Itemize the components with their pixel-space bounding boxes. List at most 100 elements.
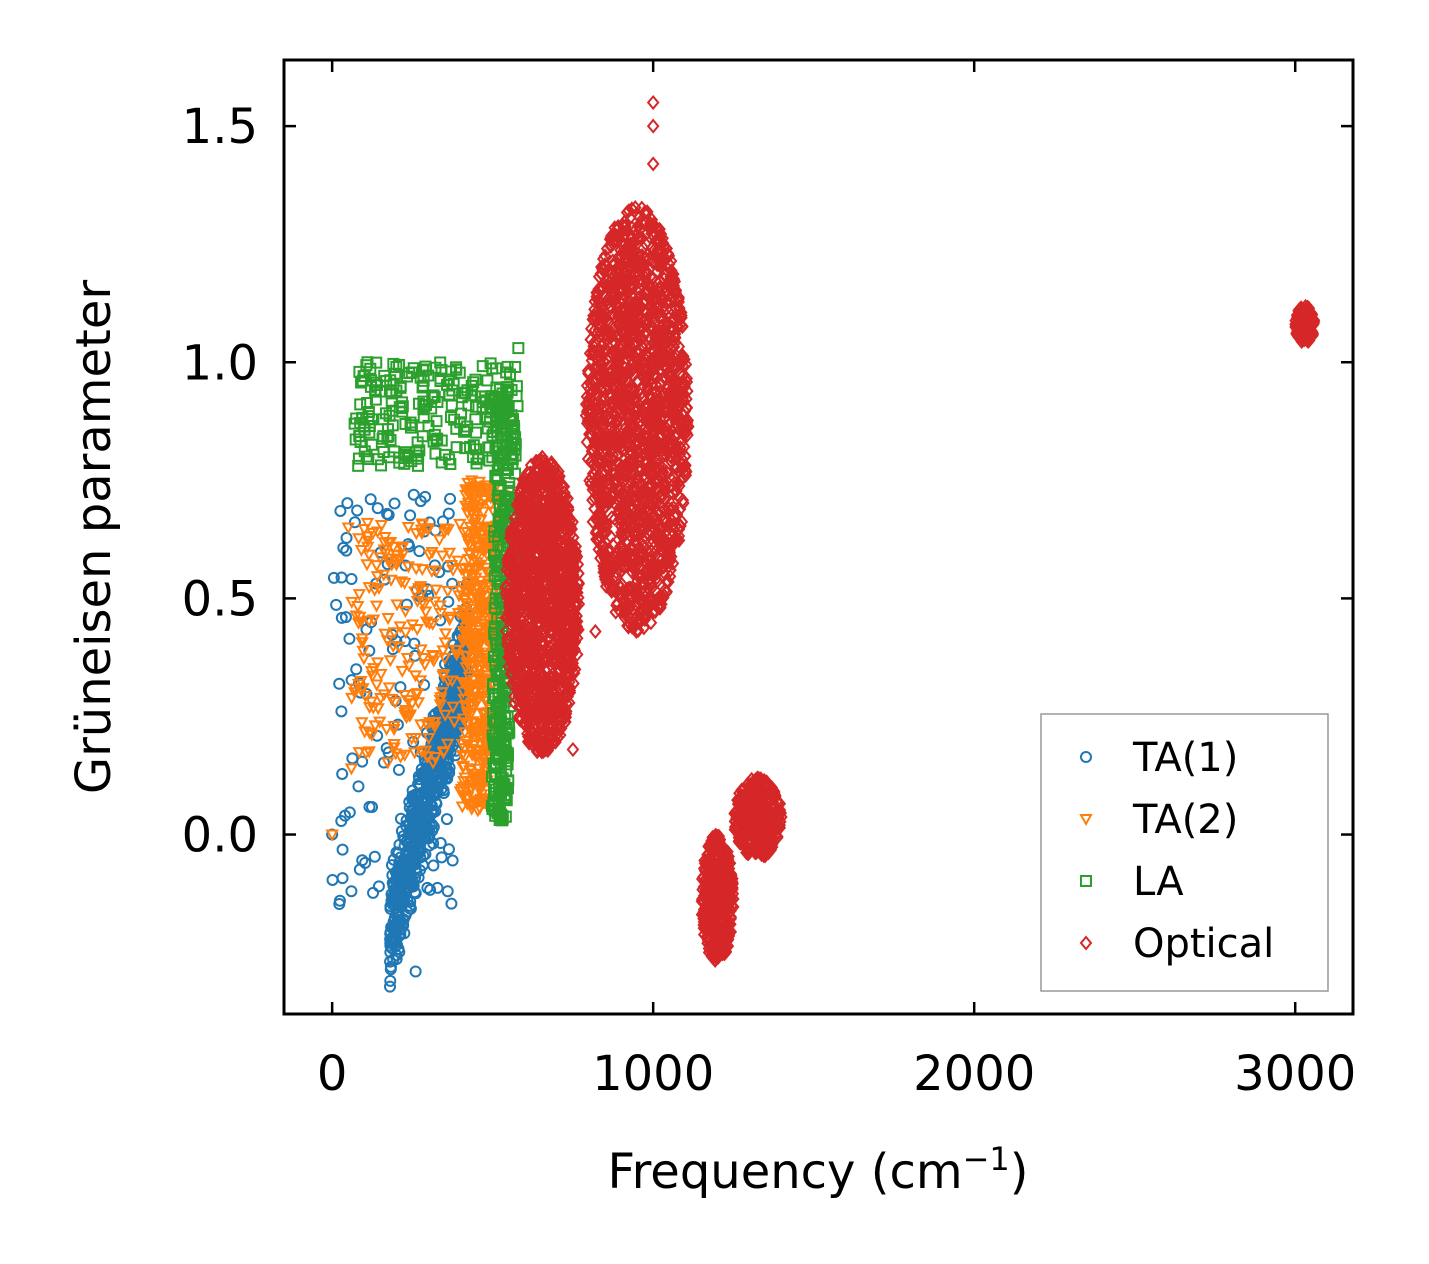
- data-point: [476, 653, 491, 666]
- data-point: [356, 755, 369, 768]
- data-point: [381, 613, 395, 626]
- data-point: [367, 663, 381, 676]
- data-point: [384, 974, 397, 987]
- data-point: [414, 644, 428, 657]
- data-point: [425, 799, 438, 812]
- data-point: [433, 607, 448, 621]
- data-point: [365, 438, 378, 451]
- data-point: [641, 379, 654, 395]
- data-point: [675, 514, 689, 530]
- data-point: [351, 504, 364, 517]
- data-point: [526, 486, 540, 502]
- data-point: [636, 409, 649, 426]
- data-point: [675, 349, 689, 365]
- data-point: [419, 360, 432, 373]
- data-point: [508, 542, 522, 558]
- data-point: [531, 520, 545, 536]
- data-point: [543, 460, 556, 477]
- data-point: [458, 651, 473, 664]
- data-point: [496, 540, 509, 553]
- data-point: [615, 443, 629, 459]
- data-point: [398, 606, 413, 619]
- data-point: [570, 630, 584, 646]
- data-point: [651, 533, 665, 549]
- data-point: [553, 551, 567, 567]
- data-point: [371, 502, 384, 515]
- data-point: [362, 549, 376, 562]
- data-point: [569, 622, 583, 638]
- data-point: [428, 716, 442, 730]
- data-point: [431, 782, 444, 795]
- data-point: [531, 676, 545, 692]
- data-point: [381, 757, 395, 770]
- data-point: [658, 342, 672, 358]
- data-point: [427, 389, 440, 402]
- data-point: [398, 749, 412, 762]
- data-point: [620, 204, 634, 220]
- data-point: [531, 546, 545, 562]
- data-point: [677, 418, 691, 435]
- data-point: [379, 407, 392, 420]
- data-point: [493, 806, 506, 819]
- data-point: [500, 794, 513, 807]
- data-point: [456, 636, 470, 649]
- data-point: [637, 240, 650, 256]
- data-point: [415, 518, 430, 531]
- data-point: [514, 539, 528, 555]
- data-point: [423, 516, 436, 529]
- data-point: [427, 435, 440, 448]
- data-point: [352, 780, 365, 793]
- data-point: [440, 813, 453, 826]
- data-point: [471, 485, 486, 498]
- data-point: [605, 583, 618, 600]
- data-point: [543, 571, 557, 587]
- data-point: [469, 745, 483, 758]
- data-point: [547, 699, 561, 715]
- data-point: [550, 611, 564, 627]
- data-point: [614, 538, 627, 555]
- data-point: [385, 395, 398, 408]
- data-point: [558, 498, 571, 514]
- data-point: [444, 411, 457, 424]
- data-point: [441, 585, 455, 598]
- data-point: [467, 519, 481, 532]
- data-point: [352, 747, 366, 760]
- data-point: [631, 573, 644, 589]
- data-point: [464, 708, 479, 721]
- data-point: [604, 278, 617, 294]
- data-point: [383, 980, 396, 993]
- data-point: [359, 856, 372, 869]
- data-point: [635, 475, 648, 492]
- data-point: [426, 650, 440, 663]
- data-point: [533, 554, 547, 570]
- data-point: [387, 742, 401, 755]
- data-point: [399, 559, 412, 572]
- data-point: [548, 693, 562, 709]
- data-point: [523, 554, 537, 570]
- data-point: [475, 757, 490, 770]
- data-point: [341, 497, 354, 510]
- data-point: [340, 544, 353, 557]
- data-point: [365, 729, 379, 742]
- data-point: [398, 833, 411, 846]
- data-point: [636, 504, 649, 520]
- data-point: [390, 846, 403, 859]
- data-point: [668, 460, 682, 476]
- data-point: [598, 569, 612, 585]
- data-point: [489, 654, 502, 667]
- data-point: [449, 644, 463, 657]
- data-point: [469, 697, 484, 710]
- data-point: [649, 273, 663, 290]
- data-point: [623, 272, 637, 288]
- data-point: [540, 684, 554, 700]
- data-point: [451, 608, 466, 621]
- data-point: [407, 488, 420, 501]
- data-point: [450, 441, 463, 454]
- data-point: [470, 426, 483, 439]
- data-point: [394, 812, 407, 825]
- data-point: [569, 617, 583, 633]
- data-point: [516, 476, 530, 492]
- data-point: [570, 580, 584, 596]
- data-point: [355, 717, 369, 730]
- data-point: [649, 377, 663, 393]
